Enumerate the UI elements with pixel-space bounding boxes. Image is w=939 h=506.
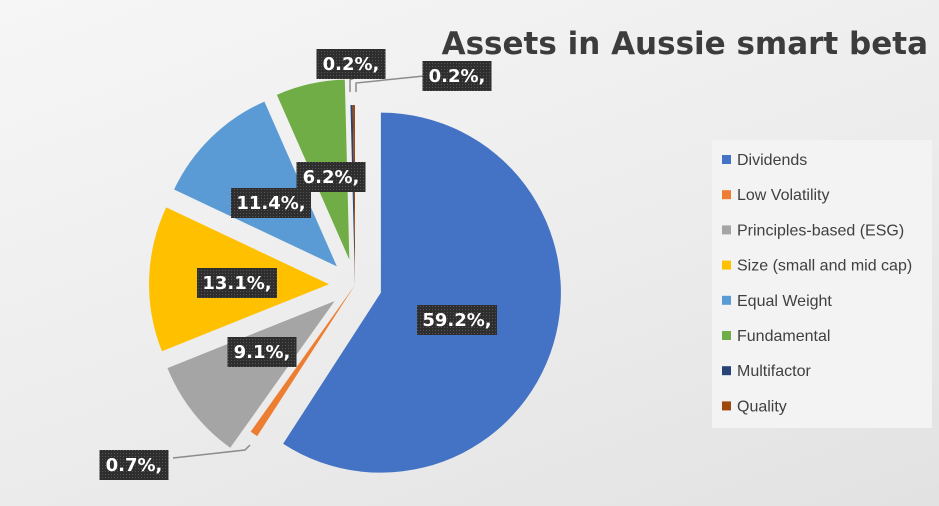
data-label-background xyxy=(231,188,311,218)
data-label-equal-weight: 11.4%, xyxy=(231,188,311,218)
legend-item-equal-weight: Equal Weight xyxy=(722,293,832,310)
pie-slice-dividends xyxy=(283,112,561,473)
pie-slice-quality xyxy=(352,105,355,285)
data-label-multifactor: 0.2%, xyxy=(316,49,386,79)
legend-swatch xyxy=(722,225,731,235)
legend-label: Fundamental xyxy=(737,328,830,345)
data-label-text: 0.7%, xyxy=(106,455,163,476)
legend-swatch xyxy=(722,260,731,270)
legend-swatch xyxy=(722,401,731,411)
data-label-background xyxy=(227,337,297,367)
legend-label: Multifactor xyxy=(737,363,811,380)
data-label-fundamental: 6.2%, xyxy=(296,162,366,192)
data-label-background xyxy=(422,61,492,91)
data-label-text: 0.2%, xyxy=(323,54,380,75)
leader-line-quality xyxy=(355,75,425,92)
data-label-dividends: 59.2%, xyxy=(417,305,497,335)
data-label-text: 9.1%, xyxy=(234,342,291,363)
legend-label: Quality xyxy=(737,398,787,415)
data-label-background xyxy=(316,49,386,79)
legend-swatch xyxy=(722,155,731,164)
legend-label: Principles-based (ESG) xyxy=(737,222,904,239)
legend-item-fundamental: Fundamental xyxy=(722,328,830,345)
data-label-size-small-and-mid-cap: 13.1%, xyxy=(197,268,277,298)
data-label-text: 11.4%, xyxy=(236,193,305,214)
legend-label: Low Volatility xyxy=(737,187,830,204)
data-label-text: 0.2%, xyxy=(429,66,486,87)
data-label-text: 59.2%, xyxy=(422,310,491,331)
data-label-background xyxy=(99,450,169,480)
legend-item-size-small-and-mid-cap: Size (small and mid cap) xyxy=(722,258,912,275)
legend-label: Equal Weight xyxy=(737,293,832,310)
data-label-principles-based-esg: 9.1%, xyxy=(227,337,297,367)
data-label-text: 6.2%, xyxy=(303,167,360,188)
legend-item-dividends: Dividends xyxy=(722,152,807,169)
data-label-quality: 0.2%, xyxy=(422,61,492,91)
legend-item-principles-based-esg: Principles-based (ESG) xyxy=(722,222,904,239)
pie-slice-multifactor xyxy=(350,105,355,285)
data-label-text: 13.1%, xyxy=(202,273,271,294)
data-label-background xyxy=(296,162,366,192)
legend-item-multifactor: Multifactor xyxy=(722,363,811,380)
leader-line-low-volatility xyxy=(172,444,251,459)
legend-box xyxy=(712,140,932,428)
chart-title: Assets in Aussie smart beta xyxy=(442,26,928,62)
legend-item-quality: Quality xyxy=(722,398,787,415)
data-label-low-volatility: 0.7%, xyxy=(99,450,169,480)
pie-slice-equal-weight xyxy=(174,101,337,267)
legend-swatch xyxy=(722,366,731,376)
data-label-background xyxy=(197,268,277,298)
pie-slice-low-volatility xyxy=(250,285,355,437)
legend-label: Dividends xyxy=(737,152,807,169)
legend: Dividends Low Volatility Principles-based … xyxy=(712,140,932,428)
legend-item-low-volatility: Low Volatility xyxy=(722,187,830,204)
legend-swatch xyxy=(722,295,731,305)
legend-swatch xyxy=(722,331,731,340)
legend-swatch xyxy=(722,190,731,200)
data-label-background xyxy=(417,305,497,335)
legend-label: Size (small and mid cap) xyxy=(737,258,912,275)
